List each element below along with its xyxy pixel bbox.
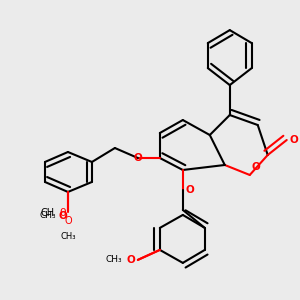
Text: CH₃: CH₃ xyxy=(40,212,56,220)
Text: O: O xyxy=(64,216,72,226)
Text: O: O xyxy=(251,162,260,172)
Text: CH₃: CH₃ xyxy=(60,232,76,242)
Text: O: O xyxy=(60,208,66,218)
Text: O: O xyxy=(290,135,298,145)
Text: O: O xyxy=(58,212,67,221)
Text: O: O xyxy=(134,153,142,163)
Text: O: O xyxy=(126,255,135,265)
Text: CH₃: CH₃ xyxy=(106,255,122,264)
Text: CH: CH xyxy=(40,208,54,218)
Text: O: O xyxy=(186,185,195,195)
